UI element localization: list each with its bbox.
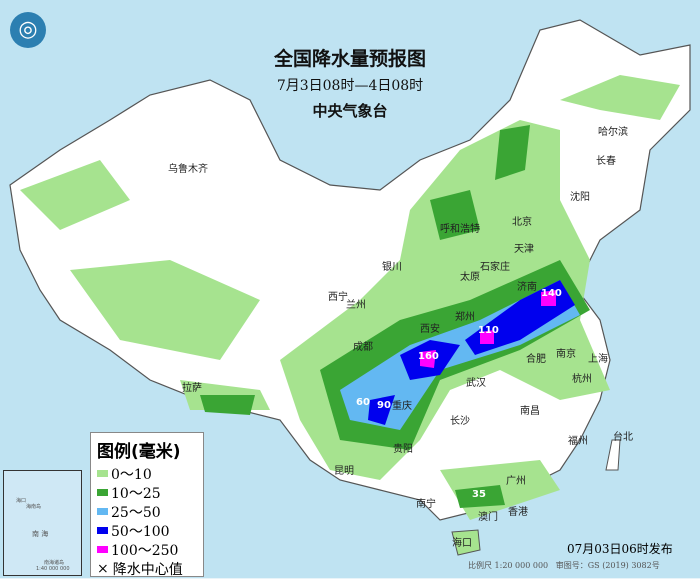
- city-label: 拉萨: [182, 383, 202, 394]
- city-label: 台北: [613, 432, 633, 443]
- rain-center-value: 110: [478, 325, 499, 336]
- inset-label: 海口: [16, 498, 27, 504]
- city-label: 广州: [506, 476, 526, 487]
- city-label: 西安: [420, 324, 440, 335]
- rain-100-250: [420, 290, 556, 368]
- city-label: 济南: [517, 282, 537, 293]
- scale-and-approval: 比例尺 1:20 000 000 审图号：GS (2019) 3082号: [468, 560, 660, 571]
- legend-item: × 降水中心值: [97, 559, 203, 578]
- cross-icon: ×: [97, 560, 109, 577]
- city-label: 南京: [556, 349, 576, 360]
- legend-label: 0～10: [111, 466, 152, 483]
- legend-swatch: [97, 546, 108, 553]
- city-label: 杭州: [572, 374, 592, 385]
- legend-item: 50～100: [97, 521, 203, 540]
- inset-label: 1:40 000 000: [36, 566, 70, 572]
- legend-swatch: [97, 508, 108, 515]
- legend-label: 100～250: [111, 542, 179, 559]
- approval-number: 审图号：GS (2019) 3082号: [555, 561, 660, 570]
- city-label: 贵阳: [393, 444, 413, 455]
- rain-center-value: 90: [377, 400, 391, 411]
- rain-50-100: [368, 280, 575, 425]
- legend-item: 0～10: [97, 464, 203, 483]
- issuer: 中央气象台: [312, 102, 388, 120]
- city-label: 长沙: [450, 416, 470, 427]
- legend-label: 降水中心值: [112, 561, 183, 578]
- taiwan: [605, 439, 621, 471]
- cma-logo-icon: ◎: [10, 12, 46, 48]
- city-label: 石家庄: [480, 262, 510, 273]
- rain-center-value: 160: [418, 351, 439, 362]
- city-label: 太原: [460, 272, 480, 283]
- inset-label: 南 海: [32, 530, 49, 538]
- scale: 比例尺 1:20 000 000: [468, 561, 549, 570]
- city-label: 福州: [568, 436, 588, 447]
- legend: 图例(毫米) 0～10 10～25 25～50 50～100 100～250 × 降水中心值: [90, 432, 204, 578]
- city-label: 南昌: [520, 406, 540, 417]
- city-label: 郑州: [455, 312, 475, 323]
- rain-center-value: 60: [356, 397, 370, 408]
- inset-label: 南海诸岛: [44, 560, 65, 566]
- city-label: 香港: [508, 507, 528, 518]
- city-label: 武汉: [466, 378, 486, 389]
- city-label: 北京: [512, 217, 532, 228]
- city-label: 上海: [588, 354, 608, 365]
- city-label: 天津: [514, 244, 534, 255]
- city-label: 哈尔滨: [598, 127, 628, 138]
- city-label: 乌鲁木齐: [168, 164, 208, 175]
- legend-item: 100～250: [97, 540, 203, 559]
- map-title: 全国降水量预报图: [273, 48, 426, 70]
- forecast-period: 7月3日08时—4日08时: [276, 78, 424, 94]
- legend-item: 10～25: [97, 483, 203, 502]
- city-label: 合肥: [526, 354, 546, 365]
- city-label: 南宁: [416, 499, 436, 510]
- city-label: 兰州: [346, 300, 366, 311]
- city-label: 海口: [452, 538, 472, 549]
- legend-swatch: [97, 527, 108, 534]
- issue-time: 07月03日06时发布: [567, 542, 673, 556]
- city-label: 成都: [353, 342, 373, 353]
- legend-label: 10～25: [111, 485, 161, 502]
- south-china-sea-inset: 海口 海南岛 南 海 南海诸岛 1:40 000 000: [3, 470, 82, 576]
- city-label: 昆明: [334, 466, 354, 477]
- hainan: [451, 529, 481, 556]
- inset-label: 海南岛: [26, 504, 42, 510]
- city-label: 沈阳: [570, 192, 590, 203]
- legend-title: 图例(毫米): [97, 442, 181, 462]
- rain-center-value: 35: [472, 489, 486, 500]
- city-label: 长春: [596, 156, 616, 167]
- legend-label: 25～50: [111, 504, 161, 521]
- city-label: 银川: [382, 262, 402, 273]
- city-label: 西宁: [328, 292, 348, 303]
- city-label: 重庆: [392, 401, 412, 412]
- rain-center-value: 140: [541, 288, 562, 299]
- rain-0-10: [20, 75, 680, 520]
- legend-swatch: [97, 470, 108, 477]
- legend-item: 25～50: [97, 502, 203, 521]
- legend-label: 50～100: [111, 523, 170, 540]
- city-label: 呼和浩特: [440, 224, 480, 235]
- city-label: 澳门: [478, 512, 498, 523]
- legend-swatch: [97, 489, 108, 496]
